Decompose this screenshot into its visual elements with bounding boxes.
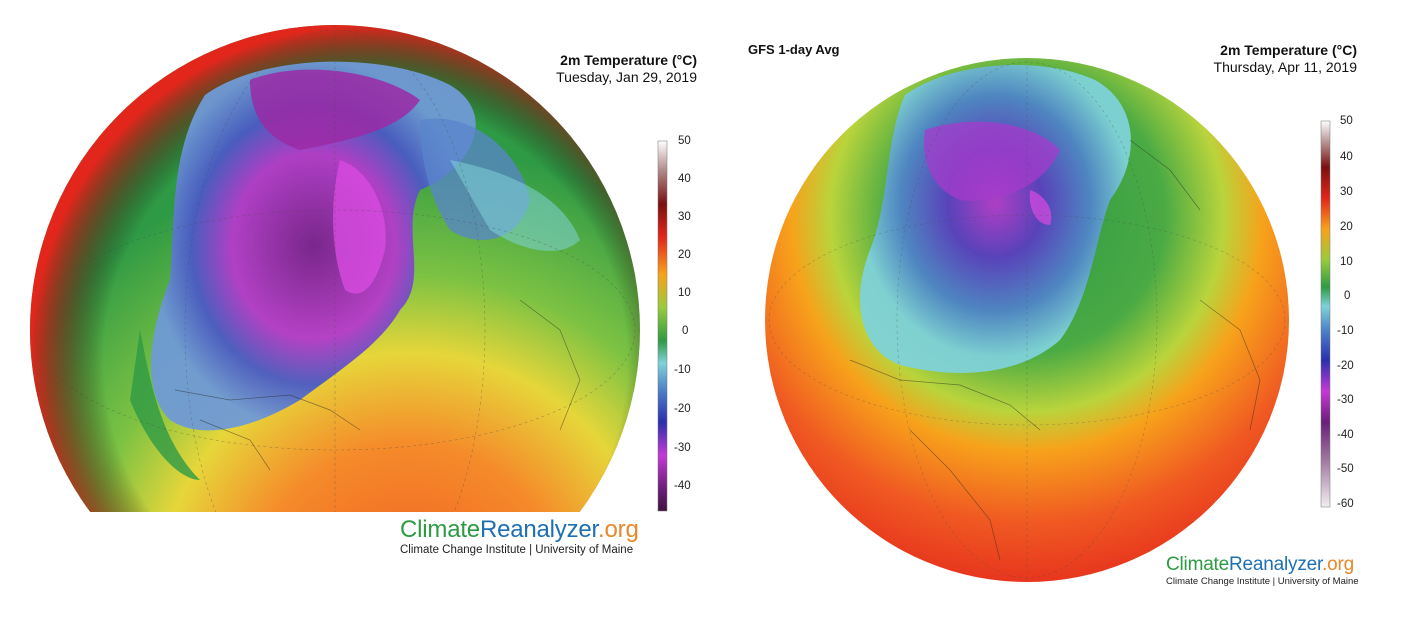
left-cbar-tick: -20 — [674, 403, 691, 415]
right-brand-block: ClimateReanalyzer.org Climate Change Ins… — [1166, 554, 1359, 587]
right-cbar-tick: -40 — [1337, 429, 1354, 441]
left-brand-block: ClimateReanalyzer.org Climate Change Ins… — [400, 516, 639, 556]
right-map-panel: GFS 1-day Avg 2m Temperature (°C) Thursd… — [700, 0, 1402, 618]
left-brand-subtitle: Climate Change Institute | University of… — [400, 544, 634, 556]
right-brand-logo: ClimateReanalyzer.org — [1166, 554, 1355, 575]
left-map-date: Tuesday, Jan 29, 2019 — [556, 69, 697, 85]
right-cbar-tick: -20 — [1337, 360, 1354, 372]
left-cbar-tick: -40 — [674, 480, 691, 492]
right-brand-subtitle: Climate Change Institute | University of… — [1166, 576, 1359, 587]
left-cbar-tick: -30 — [674, 442, 691, 454]
left-cbar-tick: -10 — [674, 364, 691, 376]
right-cbar-tick: -50 — [1337, 463, 1354, 475]
right-cbar-tick: -10 — [1337, 325, 1354, 337]
left-map-panel: 2m Temperature (°C) Tuesday, Jan 29, 201… — [0, 0, 700, 618]
right-map-date: Thursday, Apr 11, 2019 — [1213, 59, 1357, 75]
right-map-title: 2m Temperature (°C) — [1220, 42, 1357, 58]
right-globe-map — [765, 58, 1331, 582]
left-cbar-tick: 10 — [678, 287, 691, 299]
left-cbar-tick: 20 — [678, 249, 691, 261]
left-colorbar — [657, 140, 668, 512]
right-cbar-tick: 30 — [1340, 186, 1353, 198]
left-cbar-tick: 40 — [678, 173, 691, 185]
left-map-title-block: 2m Temperature (°C) Tuesday, Jan 29, 201… — [397, 52, 697, 86]
left-globe-map — [30, 25, 668, 512]
right-map-title-block: 2m Temperature (°C) Thursday, Apr 11, 20… — [1057, 42, 1357, 76]
right-cbar-tick: 40 — [1340, 151, 1353, 163]
left-map-title: 2m Temperature (°C) — [560, 52, 697, 68]
left-cbar-tick: 30 — [678, 211, 691, 223]
left-cbar-tick: 0 — [682, 325, 689, 337]
right-cbar-tick: 0 — [1344, 290, 1351, 302]
right-cbar-tick: 20 — [1340, 221, 1353, 233]
right-cbar-tick: 10 — [1340, 256, 1353, 268]
right-cbar-tick: 50 — [1340, 115, 1353, 127]
right-cbar-tick: -60 — [1337, 498, 1354, 510]
left-cbar-tick: 50 — [678, 135, 691, 147]
left-brand-logo: ClimateReanalyzer.org — [400, 516, 639, 543]
right-cbar-tick: -30 — [1337, 394, 1354, 406]
right-colorbar — [1320, 120, 1331, 508]
right-model-label: GFS 1-day Avg — [748, 42, 840, 57]
